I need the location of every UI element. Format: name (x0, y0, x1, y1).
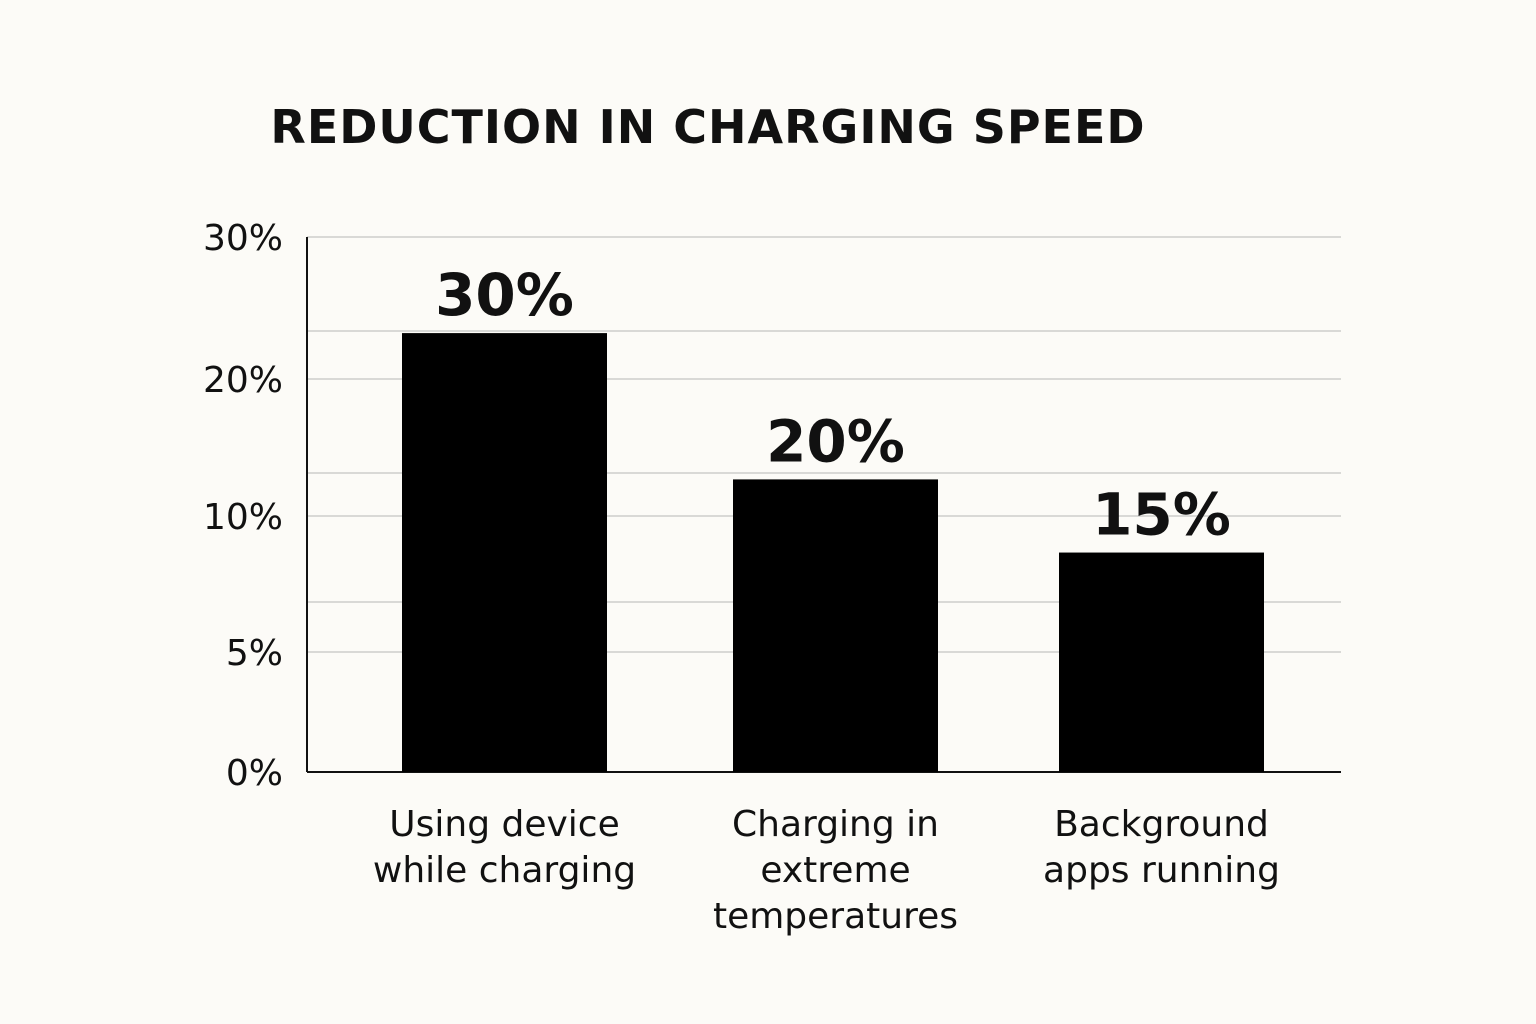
y-tick-label: 10% (203, 497, 283, 538)
y-tick-label: 0% (226, 753, 283, 794)
x-tick-label-line: apps running (1043, 850, 1280, 891)
x-tick-label-line: Charging in (732, 804, 939, 845)
bar (402, 333, 607, 772)
x-tick-label: Charging in extreme temperatures (676, 802, 996, 940)
bar (733, 479, 938, 772)
x-tick-label-line: Background (1054, 804, 1269, 845)
x-tick-label: Using device while charging (345, 802, 665, 894)
x-tick-label-line: while charging (372, 850, 637, 891)
data-label: 20% (766, 407, 905, 475)
data-label: 30% (435, 261, 574, 329)
x-tick-label: Background apps running (1002, 802, 1322, 894)
x-tick-label-line: Using device (389, 804, 620, 845)
y-tick-label: 30% (203, 218, 283, 259)
y-tick-label: 20% (203, 360, 283, 401)
x-tick-label-line: temperatures (712, 896, 959, 937)
bar (1059, 552, 1264, 772)
data-label: 15% (1092, 481, 1231, 549)
x-tick-label-line: extreme (760, 850, 911, 891)
chart-title: REDUCTION IN CHARGING SPEED (270, 100, 1146, 154)
y-tick-label: 5% (226, 633, 283, 674)
